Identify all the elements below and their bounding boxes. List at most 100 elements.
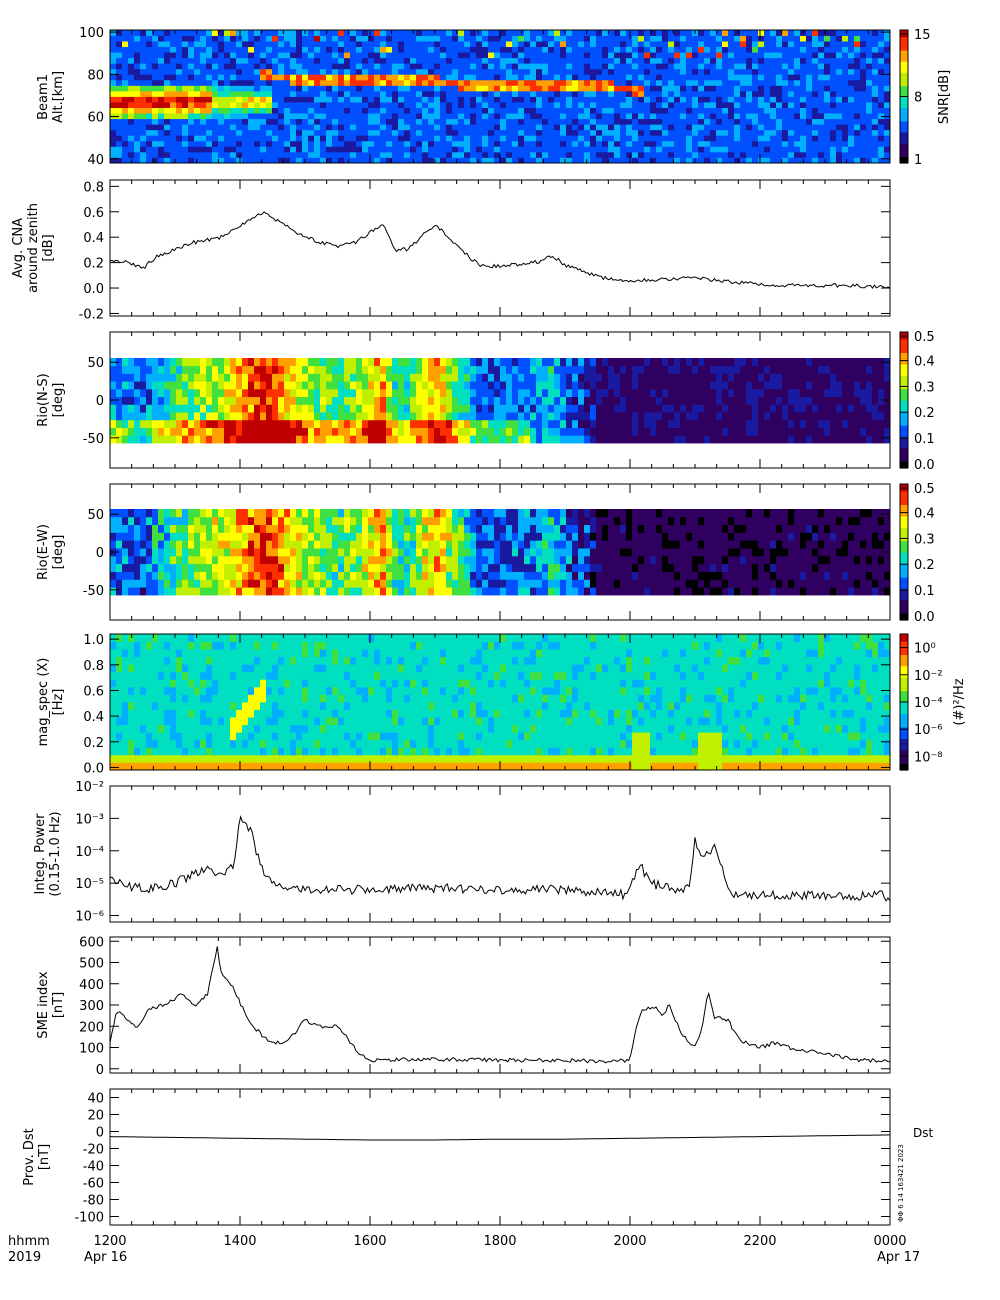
heatmap-cell — [632, 129, 639, 136]
heatmap-cell — [812, 412, 819, 421]
heatmap-cell — [656, 396, 663, 405]
heatmap-cell — [128, 427, 135, 436]
heatmap-cell — [878, 74, 885, 81]
heatmap-cell — [386, 79, 393, 86]
heatmap-cell — [164, 90, 171, 97]
heatmap-cell — [398, 79, 405, 86]
heatmap-cell — [392, 381, 399, 390]
heatmap-cell — [200, 35, 207, 42]
heatmap-cell — [494, 412, 501, 421]
heatmap-cell — [440, 52, 447, 59]
heatmap-cell — [476, 124, 483, 131]
heatmap-cell — [488, 57, 495, 64]
heatmap-cell — [740, 85, 747, 92]
heatmap-cell — [644, 396, 651, 405]
heatmap-cell — [260, 373, 267, 382]
heatmap-cell — [110, 419, 117, 428]
heatmap-cell — [116, 52, 123, 59]
heatmap-cell — [554, 140, 561, 147]
heatmap-cell — [704, 68, 711, 75]
heatmap-cell — [770, 381, 777, 390]
heatmap-cell — [290, 57, 297, 64]
heatmap-cell — [326, 412, 333, 421]
heatmap-cell — [506, 96, 513, 103]
heatmap-cell — [308, 427, 315, 436]
heatmap-cell — [524, 124, 531, 131]
heatmap-cell — [518, 107, 525, 114]
heatmap-cell — [686, 57, 693, 64]
heatmap-cell — [872, 57, 879, 64]
heatmap-cell — [374, 124, 381, 131]
heatmap-cell — [830, 412, 837, 421]
heatmap-cell — [800, 419, 807, 428]
heatmap-cell — [542, 74, 549, 81]
heatmap-cell — [578, 419, 585, 428]
heatmap-cell — [410, 41, 417, 48]
heatmap-cell — [332, 358, 339, 367]
heatmap-cell — [236, 129, 243, 136]
heatmap-cell — [818, 30, 825, 36]
heatmap-cell — [860, 30, 867, 36]
heatmap-cell — [560, 74, 567, 81]
heatmap-cell — [296, 30, 303, 36]
heatmap-cell — [488, 412, 495, 421]
heatmap-cell — [254, 52, 261, 59]
heatmap-cell — [116, 157, 123, 164]
heatmap-cell — [146, 30, 153, 36]
heatmap-cell — [326, 358, 333, 367]
heatmap-cell — [632, 140, 639, 147]
heatmap-cell — [230, 427, 237, 436]
heatmap-cell — [542, 63, 549, 70]
heatmap-cell — [392, 129, 399, 136]
heatmap-cell — [710, 35, 717, 42]
heatmap-cell — [818, 435, 825, 444]
heatmap-cell — [482, 118, 489, 125]
colorbar-swatch — [900, 154, 908, 157]
y-tick-label: 50 — [87, 356, 104, 371]
heatmap-cell — [584, 52, 591, 59]
heatmap-cell — [548, 419, 555, 428]
heatmap-cell — [524, 404, 531, 413]
heatmap-cell — [884, 427, 891, 436]
heatmap-cell — [134, 57, 141, 64]
heatmap-cell — [728, 35, 735, 42]
heatmap-cell — [362, 396, 369, 405]
heatmap-cell — [416, 135, 423, 142]
heatmap-cell — [392, 404, 399, 413]
heatmap-cell — [626, 129, 633, 136]
heatmap-cell — [332, 118, 339, 125]
heatmap-cell — [296, 412, 303, 421]
heatmap-cell — [404, 57, 411, 64]
heatmap-cell — [560, 57, 567, 64]
heatmap-cell — [278, 52, 285, 59]
heatmap-cell — [314, 388, 321, 398]
heatmap-cell — [794, 30, 801, 36]
colorbar-swatch — [900, 116, 908, 120]
heatmap-cell — [338, 373, 345, 382]
heatmap-cell — [482, 404, 489, 413]
heatmap-cell — [746, 129, 753, 136]
heatmap-cell — [728, 140, 735, 147]
heatmap-cell — [326, 396, 333, 405]
heatmap-cell — [542, 427, 549, 436]
heatmap-cell — [866, 140, 873, 147]
heatmap-cell — [506, 124, 513, 131]
heatmap-cell — [524, 79, 531, 86]
heatmap-cell — [452, 90, 459, 97]
heatmap-cell — [224, 35, 231, 42]
heatmap-cell — [548, 41, 555, 48]
heatmap-cell — [680, 90, 687, 97]
heatmap-cell — [260, 427, 267, 436]
heatmap-cell — [782, 30, 789, 36]
heatmap-cell — [710, 388, 717, 398]
heatmap-cell — [476, 96, 483, 103]
heatmap-cell — [656, 52, 663, 59]
heatmap-cell — [710, 396, 717, 405]
heatmap-cell — [302, 90, 309, 97]
heatmap-cell — [176, 419, 183, 428]
heatmap-cell — [734, 381, 741, 390]
heatmap-cell — [818, 151, 825, 158]
heatmap-cell — [644, 135, 651, 142]
heatmap-cell — [134, 118, 141, 125]
heatmap-cell — [404, 135, 411, 142]
